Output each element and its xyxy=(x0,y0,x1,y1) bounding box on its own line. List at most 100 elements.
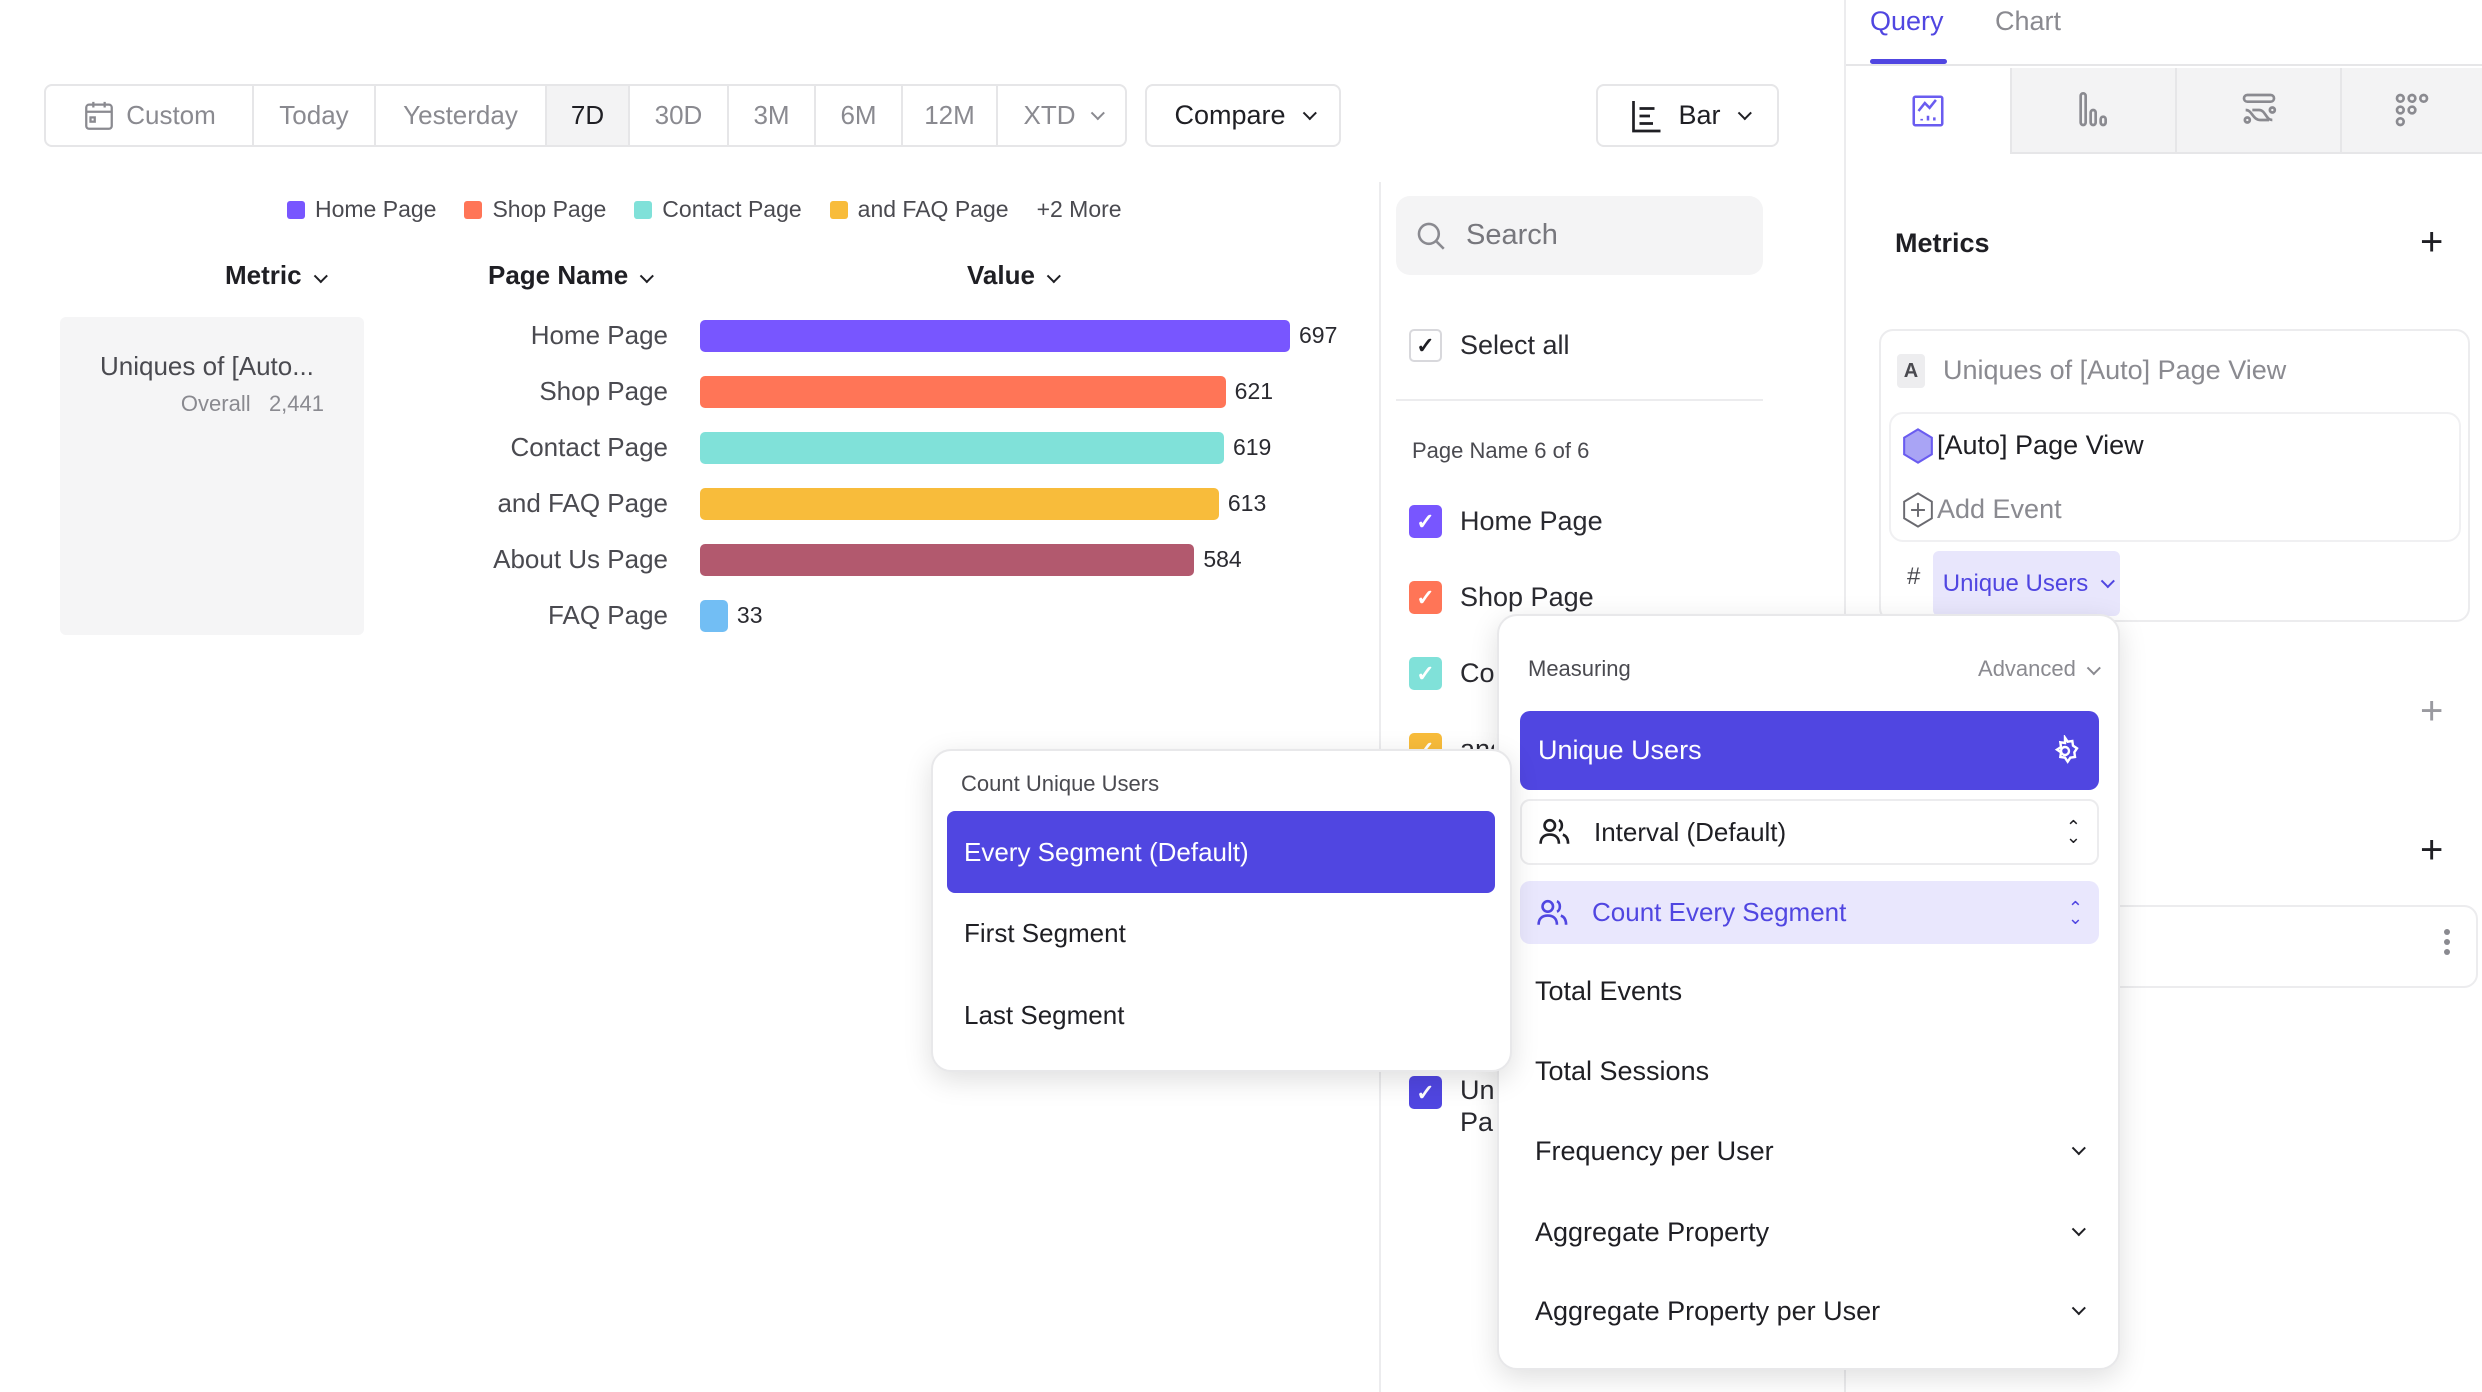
add-breakdown-button[interactable]: + xyxy=(2420,828,2444,872)
count-option-every-segment[interactable]: Every Segment (Default) xyxy=(947,811,1495,893)
option-label: Aggregate Property xyxy=(1535,1217,1770,1247)
filter-checkbox[interactable]: ✓ xyxy=(1409,581,1442,614)
metric-a-card: A Uniques of [Auto] Page View [Auto] Pag… xyxy=(1879,329,2470,622)
range-custom[interactable]: Custom xyxy=(46,86,254,145)
metric-item-line: Page View xyxy=(1460,1107,1494,1137)
compare-button[interactable]: Compare xyxy=(1145,84,1341,147)
range-12m[interactable]: 12M xyxy=(903,86,998,145)
measure-option-total-events[interactable]: Total Events xyxy=(1535,976,1683,1006)
measure-label: Unique Users xyxy=(1942,569,2089,597)
count-option-first-segment[interactable]: First Segment xyxy=(964,918,1126,948)
header-label: Value xyxy=(967,260,1035,290)
measure-dropdown[interactable]: Unique Users xyxy=(1933,551,2120,616)
measure-option-aggregate-property-per-user[interactable]: Aggregate Property per User xyxy=(1535,1296,2086,1327)
users-icon xyxy=(1537,899,1568,925)
add-event-button[interactable]: Add Event xyxy=(1937,494,2062,524)
interval-select[interactable]: Interval (Default) ⌃ ⌄ xyxy=(1520,799,2099,865)
bar-chart-horizontal-icon xyxy=(1632,100,1661,132)
tab-chart[interactable]: Chart xyxy=(1995,6,2062,36)
advanced-toggle[interactable]: Advanced xyxy=(1978,656,2101,682)
value-column-header[interactable]: Value xyxy=(967,260,1062,291)
category-label: About Us Page xyxy=(493,544,668,574)
count-unique-users-popup: Count Unique Users Every Segment (Defaul… xyxy=(931,749,1512,1072)
chart-type-label: Bar xyxy=(1678,100,1721,130)
measuring-title: Measuring xyxy=(1528,656,1631,681)
tab-query[interactable]: Query xyxy=(1870,6,1944,36)
range-today[interactable]: Today xyxy=(254,86,376,145)
measuring-popup: Measuring Advanced Unique Users Interval… xyxy=(1497,614,2120,1370)
metric-column-header[interactable]: Metric xyxy=(225,260,328,291)
chevron-down-icon xyxy=(1090,105,1105,120)
header-label: Page Name xyxy=(488,260,629,290)
search-icon xyxy=(1417,222,1445,250)
count-option-last-segment[interactable]: Last Segment xyxy=(964,1000,1125,1030)
measure-option-aggregate-property[interactable]: Aggregate Property xyxy=(1535,1217,2086,1248)
count-mode-select[interactable]: Count Every Segment ⌃ ⌄ xyxy=(1520,881,2099,944)
range-xtd[interactable]: XTD xyxy=(998,86,1125,145)
search-input[interactable]: Search xyxy=(1396,196,1763,275)
measure-option-frequency[interactable]: Frequency per User xyxy=(1535,1136,2086,1167)
bar-value-label: 697 xyxy=(1299,322,1338,348)
chevron-down-icon xyxy=(2071,1141,2086,1156)
metric-title[interactable]: Uniques of [Auto] Page View xyxy=(1943,355,2287,385)
chart-type-flow-tab[interactable] xyxy=(2175,68,2340,154)
page-name-column-header[interactable]: Page Name xyxy=(488,260,655,291)
divider xyxy=(1846,64,2482,66)
add-metric-button[interactable]: + xyxy=(2420,220,2444,264)
filter-checkbox[interactable]: ✓ xyxy=(1409,657,1442,690)
add-filter-button[interactable]: + xyxy=(2420,689,2444,733)
flow-icon xyxy=(2242,93,2276,124)
legend-item[interactable]: Shop Page xyxy=(464,196,606,223)
range-label: Custom xyxy=(126,100,216,130)
chevron-down-icon xyxy=(2086,661,2101,676)
bar[interactable] xyxy=(700,544,1195,576)
chart-type-button[interactable]: Bar xyxy=(1596,84,1779,147)
metrics-heading: Metrics xyxy=(1895,228,1990,258)
range-30d[interactable]: 30D xyxy=(630,86,729,145)
metric-item-label: Uniques of [Auto]Page View xyxy=(1460,1074,1494,1138)
measure-option-unique-users[interactable]: Unique Users xyxy=(1520,711,2099,790)
gear-icon[interactable] xyxy=(2049,734,2081,767)
bar[interactable] xyxy=(700,376,1226,408)
more-options-icon[interactable] xyxy=(2444,929,2450,955)
category-label: Contact Page xyxy=(510,432,668,462)
event-name[interactable]: [Auto] Page View xyxy=(1937,430,2144,460)
line-chart-icon xyxy=(1912,95,1944,127)
select-all-checkbox[interactable]: ✓ xyxy=(1409,329,1442,362)
chart-type-grid-tab[interactable] xyxy=(2340,68,2482,154)
bar[interactable] xyxy=(700,432,1224,464)
range-3m[interactable]: 3M xyxy=(729,86,816,145)
range-6m[interactable]: 6M xyxy=(816,86,903,145)
legend-item[interactable]: Contact Page xyxy=(634,196,802,223)
up-down-chevron-icon: ⌃ ⌄ xyxy=(2065,817,2081,847)
calendar-icon xyxy=(85,101,114,130)
category-label: Home Page xyxy=(530,320,668,350)
search-placeholder: Search xyxy=(1466,219,1558,251)
filter-checkbox[interactable]: ✓ xyxy=(1409,505,1442,538)
legend-more[interactable]: +2 More xyxy=(1036,196,1122,222)
option-label: Frequency per User xyxy=(1535,1136,1774,1166)
chart-type-bar-tab[interactable] xyxy=(2010,68,2175,154)
legend-label: Contact Page xyxy=(662,196,802,222)
option-label: Aggregate Property per User xyxy=(1535,1296,1881,1326)
chevron-down-icon xyxy=(1737,105,1752,120)
bar[interactable] xyxy=(700,488,1219,520)
metric-checkbox[interactable]: ✓ xyxy=(1409,1076,1442,1109)
metric-letter-badge: A xyxy=(1897,354,1925,388)
bar[interactable] xyxy=(700,320,1290,352)
chart-type-line-tab[interactable] xyxy=(1846,68,2010,154)
category-label: FAQ Page xyxy=(548,600,668,630)
legend-item[interactable]: and FAQ Page xyxy=(829,196,1009,223)
bar-value-label: 621 xyxy=(1234,378,1274,404)
range-7d[interactable]: 7D xyxy=(547,86,630,145)
group-label: Page Name 6 of 6 xyxy=(1412,438,1590,463)
range-label: XTD xyxy=(1023,100,1076,130)
category-label: Shop Page xyxy=(539,376,668,406)
measure-option-total-sessions[interactable]: Total Sessions xyxy=(1535,1056,1710,1086)
chevron-down-icon xyxy=(2100,573,2116,588)
filter-item-label: Shop Page xyxy=(1460,582,1594,612)
legend-item[interactable]: Home Page xyxy=(287,196,436,223)
up-down-chevron-icon: ⌃ ⌄ xyxy=(2067,897,2083,928)
range-yesterday[interactable]: Yesterday xyxy=(376,86,547,145)
bar[interactable] xyxy=(700,600,728,632)
